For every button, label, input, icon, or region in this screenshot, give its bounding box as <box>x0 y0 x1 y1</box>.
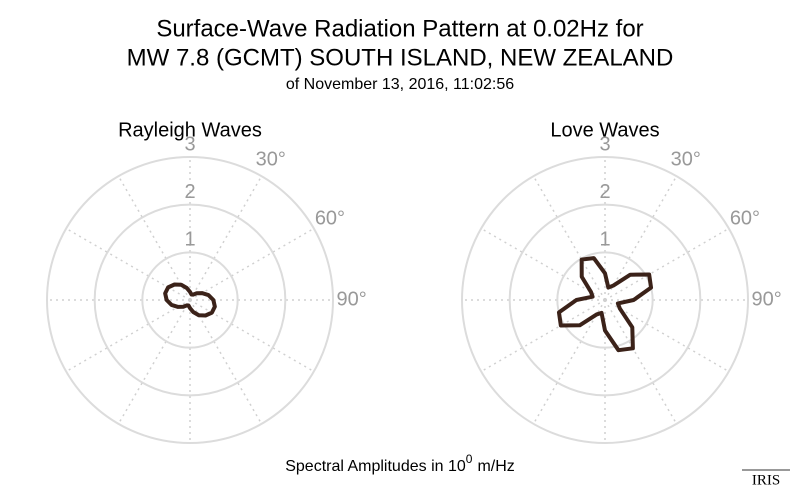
spoke <box>604 299 678 425</box>
spoke <box>65 227 191 301</box>
grid-circle <box>46 156 334 444</box>
spoke <box>117 299 191 425</box>
subplot-title: Rayleigh Waves <box>118 119 262 141</box>
r-tick-label: 3 <box>599 133 610 155</box>
theta-tick-label: 30° <box>671 148 701 170</box>
r-tick-label: 1 <box>599 229 610 251</box>
spoke <box>117 175 191 301</box>
grid-circle <box>508 203 702 397</box>
spoke <box>532 175 606 301</box>
theta-tick-label: 60° <box>315 207 345 229</box>
r-tick-label: 1 <box>184 229 195 251</box>
title-line: MW 7.8 (GCMT) SOUTH ISLAND, NEW ZEALAND <box>127 44 674 71</box>
title-line: Surface-Wave Radiation Pattern at 0.02Hz… <box>156 15 643 42</box>
logo: IRIS <box>752 472 780 488</box>
r-tick-label: 2 <box>599 181 610 203</box>
pattern-line <box>163 282 217 318</box>
spoke <box>480 227 606 301</box>
caption: Spectral Amplitudes in 100 m/Hz <box>285 452 515 475</box>
theta-tick-label: 90° <box>751 288 781 310</box>
grid-circle <box>461 156 749 444</box>
spoke <box>65 299 191 373</box>
subtitle: of November 13, 2016, 11:02:56 <box>286 76 514 93</box>
caption-text: Spectral Amplitudes in 10 <box>285 458 466 475</box>
caption-exponent: 0 <box>466 452 473 466</box>
caption-unit: m/Hz <box>477 458 514 475</box>
pattern-line <box>556 256 654 353</box>
spoke <box>532 299 606 425</box>
subplot-title: Love Waves <box>550 119 659 141</box>
spoke <box>189 175 263 301</box>
theta-tick-label: 90° <box>336 288 366 310</box>
spoke <box>189 227 315 301</box>
r-tick-label: 2 <box>184 181 195 203</box>
grid-circle <box>93 203 287 397</box>
spoke <box>189 299 263 425</box>
spoke <box>604 227 730 301</box>
theta-tick-label: 60° <box>730 207 760 229</box>
r-tick-label: 3 <box>184 133 195 155</box>
spoke <box>189 299 315 373</box>
grid-circle <box>141 251 239 349</box>
spoke <box>604 175 678 301</box>
theta-tick-label: 30° <box>256 148 286 170</box>
spoke <box>480 299 606 373</box>
grid-circle <box>556 251 654 349</box>
